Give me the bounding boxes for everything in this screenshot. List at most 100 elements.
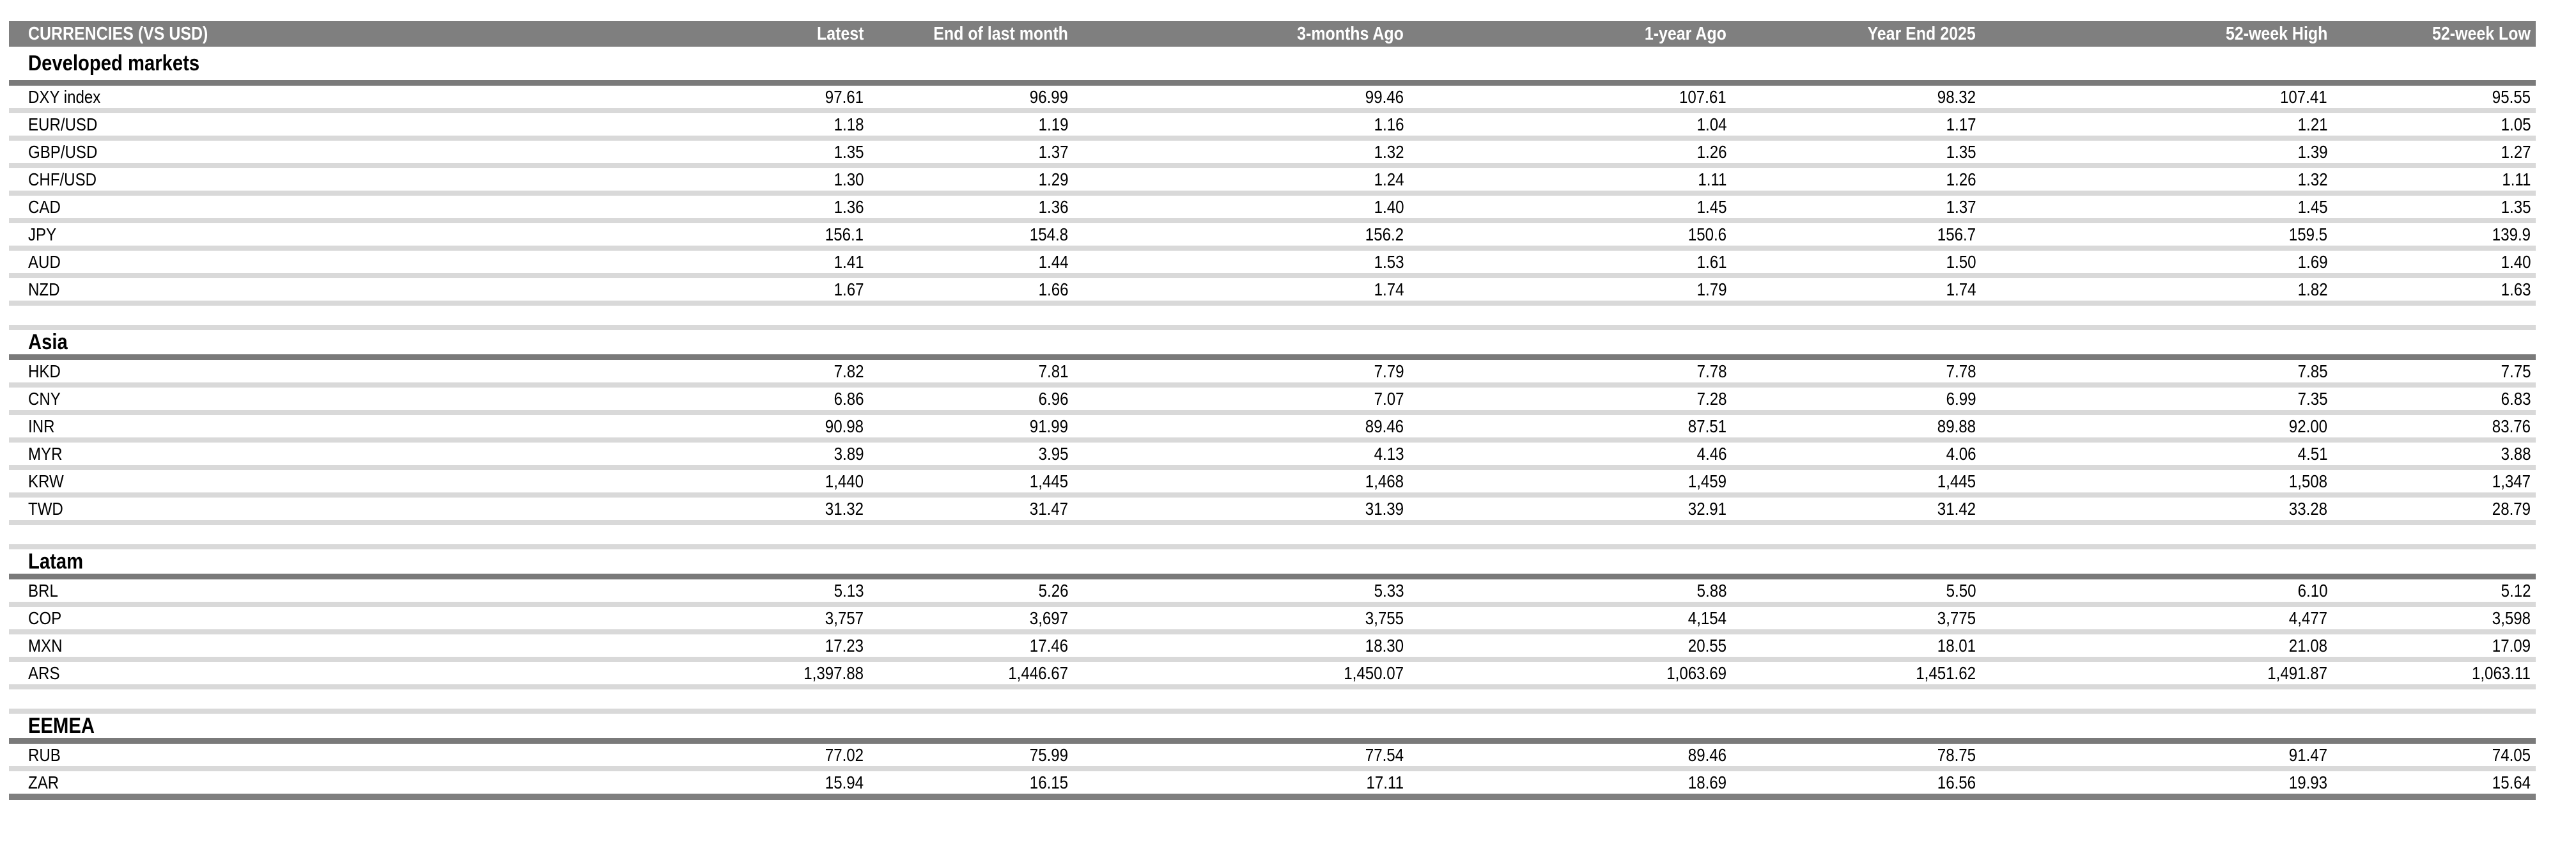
currencies-table: CURRENCIES (VS USD) Latest End of last m…	[9, 21, 2536, 800]
table-row: GBP/USD 1.35 1.37 1.32 1.26 1.35 1.39 1.…	[9, 141, 2536, 163]
value-latest: 15.94	[825, 772, 864, 792]
value-end-of-last-month: 17.46	[1029, 635, 1068, 656]
value-end-of-last-month: 6.96	[1038, 388, 1068, 409]
value-latest: 1.36	[834, 196, 864, 217]
value-latest: 5.13	[834, 580, 864, 601]
value-3-months-ago: 1.53	[1374, 251, 1404, 272]
row-separator	[9, 191, 2536, 196]
value-52-week-low: 1.27	[2501, 141, 2531, 162]
section-title-text: Asia	[28, 329, 68, 354]
value-52-week-low: 17.09	[2492, 635, 2531, 656]
value-year-end-2025: 98.32	[1937, 86, 1976, 107]
row-separator	[9, 602, 2536, 607]
value-3-months-ago: 3,755	[1365, 608, 1404, 628]
currency-label: MYR	[28, 443, 63, 464]
value-end-of-last-month: 1.44	[1038, 251, 1068, 272]
row-separator	[9, 246, 2536, 251]
value-latest: 3.89	[834, 443, 864, 464]
table-bottom-rule	[9, 794, 2536, 800]
value-end-of-last-month: 96.99	[1029, 86, 1068, 107]
table-row: BRL 5.13 5.26 5.33 5.88 5.50 6.10 5.12	[9, 579, 2536, 602]
value-year-end-2025: 7.78	[1946, 361, 1976, 381]
row-separator	[9, 136, 2536, 141]
value-52-week-high: 107.41	[2280, 86, 2327, 107]
value-52-week-low: 15.64	[2492, 772, 2531, 792]
value-year-end-2025: 78.75	[1937, 744, 1976, 765]
value-52-week-high: 7.85	[2297, 361, 2327, 381]
row-separator	[9, 629, 2536, 634]
value-year-end-2025: 1.17	[1946, 114, 1976, 134]
table-row: ARS 1,397.88 1,446.67 1,450.07 1,063.69 …	[9, 662, 2536, 684]
table-header-row: CURRENCIES (VS USD) Latest End of last m…	[9, 21, 2536, 47]
value-52-week-high: 1.32	[2297, 169, 2327, 189]
value-latest: 1.18	[834, 114, 864, 134]
value-year-end-2025: 1.35	[1946, 141, 1976, 162]
header-latest: Latest	[816, 23, 864, 44]
value-year-end-2025: 18.01	[1937, 635, 1976, 656]
value-52-week-low: 3.88	[2501, 443, 2531, 464]
value-52-week-high: 19.93	[2288, 772, 2327, 792]
section-rows: BRL 5.13 5.26 5.33 5.88 5.50 6.10 5.12 C…	[9, 579, 2536, 689]
table-section: Asia HKD 7.82 7.81 7.79 7.78 7.78 7.85 7…	[9, 306, 2536, 525]
value-52-week-high: 1,508	[2288, 471, 2327, 491]
value-52-week-low: 1.35	[2501, 196, 2531, 217]
row-separator	[9, 465, 2536, 470]
table-row: KRW 1,440 1,445 1,468 1,459 1,445 1,508 …	[9, 470, 2536, 492]
table-row: ZAR 15.94 16.15 17.11 18.69 16.56 19.93 …	[9, 771, 2536, 794]
value-52-week-high: 1.21	[2297, 114, 2327, 134]
value-end-of-last-month: 1.37	[1038, 141, 1068, 162]
table-row: MYR 3.89 3.95 4.13 4.46 4.06 4.51 3.88	[9, 443, 2536, 465]
value-52-week-high: 33.28	[2288, 498, 2327, 519]
value-1-year-ago: 1.04	[1696, 114, 1726, 134]
header-year-end-2025: Year End 2025	[1867, 23, 1976, 44]
value-year-end-2025: 1.74	[1946, 279, 1976, 299]
table-row: HKD 7.82 7.81 7.79 7.78 7.78 7.85 7.75	[9, 360, 2536, 382]
value-52-week-low: 28.79	[2492, 498, 2531, 519]
value-year-end-2025: 1,451.62	[1916, 663, 1976, 683]
value-1-year-ago: 20.55	[1688, 635, 1726, 656]
value-3-months-ago: 7.79	[1374, 361, 1404, 381]
currency-label: KRW	[28, 471, 64, 491]
section-title: Latam	[9, 549, 2536, 574]
currency-label: CHF/USD	[28, 169, 97, 189]
value-1-year-ago: 1.45	[1696, 196, 1726, 217]
value-latest: 17.23	[825, 635, 864, 656]
value-year-end-2025: 6.99	[1946, 388, 1976, 409]
value-latest: 97.61	[825, 86, 864, 107]
value-52-week-high: 91.47	[2288, 744, 2327, 765]
table-body: Developed markets DXY index 97.61 96.99 …	[9, 47, 2536, 800]
value-3-months-ago: 156.2	[1365, 224, 1404, 244]
value-latest: 77.02	[825, 744, 864, 765]
table-row: CAD 1.36 1.36 1.40 1.45 1.37 1.45 1.35	[9, 196, 2536, 218]
value-1-year-ago: 1.61	[1696, 251, 1726, 272]
value-1-year-ago: 1.26	[1696, 141, 1726, 162]
value-1-year-ago: 87.51	[1688, 416, 1726, 436]
value-3-months-ago: 5.33	[1374, 580, 1404, 601]
table-row: DXY index 97.61 96.99 99.46 107.61 98.32…	[9, 86, 2536, 108]
value-1-year-ago: 150.6	[1688, 224, 1726, 244]
value-3-months-ago: 18.30	[1365, 635, 1404, 656]
currency-label: AUD	[28, 251, 61, 272]
section-title: EEMEA	[9, 714, 2536, 738]
currency-label: EUR/USD	[28, 114, 98, 134]
value-52-week-low: 7.75	[2501, 361, 2531, 381]
value-52-week-high: 1.82	[2297, 279, 2327, 299]
value-end-of-last-month: 1,445	[1029, 471, 1068, 491]
currency-label: GBP/USD	[28, 141, 98, 162]
value-3-months-ago: 31.39	[1365, 498, 1404, 519]
value-latest: 6.86	[834, 388, 864, 409]
value-52-week-high: 92.00	[2288, 416, 2327, 436]
value-52-week-low: 74.05	[2492, 744, 2531, 765]
section-underline	[9, 354, 2536, 360]
value-52-week-low: 83.76	[2492, 416, 2531, 436]
section-title: Developed markets	[9, 47, 2536, 80]
header-1-year-ago: 1-year Ago	[1645, 23, 1726, 44]
table-row: JPY 156.1 154.8 156.2 150.6 156.7 159.5 …	[9, 223, 2536, 246]
value-year-end-2025: 4.06	[1946, 443, 1976, 464]
section-title-text: Developed markets	[28, 51, 200, 75]
table-row: CHF/USD 1.30 1.29 1.24 1.11 1.26 1.32 1.…	[9, 168, 2536, 191]
value-1-year-ago: 7.78	[1696, 361, 1726, 381]
currency-label: RUB	[28, 744, 61, 765]
value-year-end-2025: 89.88	[1937, 416, 1976, 436]
currency-label: JPY	[28, 224, 57, 244]
